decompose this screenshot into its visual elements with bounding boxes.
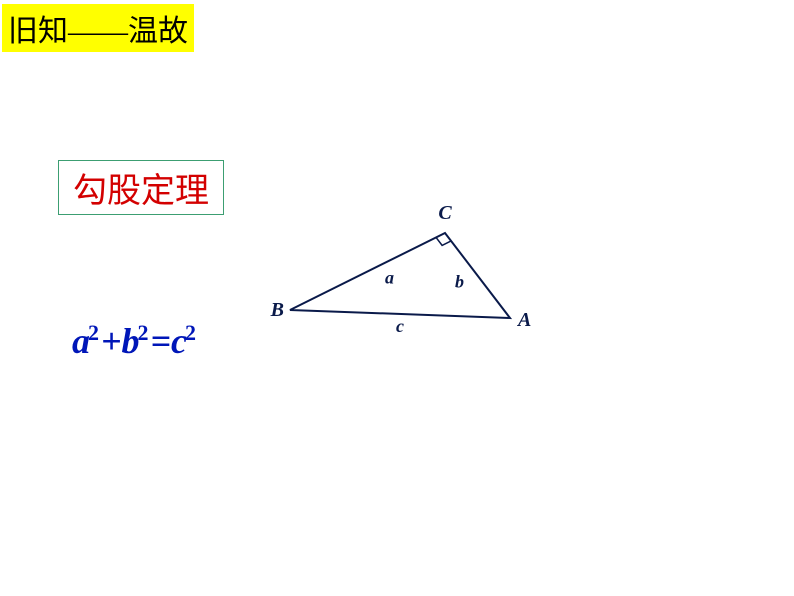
formula-exp2: 2 (138, 320, 149, 345)
formula-exp3: 2 (185, 320, 196, 345)
vertex-label-B: B (270, 299, 284, 321)
triangle-diagram: C B A a b c (280, 200, 540, 350)
vertex-label-A: A (516, 309, 531, 331)
formula-plus: + (101, 321, 122, 361)
formula-eq: = (151, 321, 172, 361)
triangle-svg: C B A a b c (280, 200, 540, 350)
header-badge: 旧知——温故 (2, 4, 194, 52)
pythagorean-formula: a2+b2=c2 (72, 320, 198, 362)
vertex-label-C: C (438, 202, 452, 224)
triangle-shape (290, 233, 510, 318)
side-label-b: b (455, 272, 464, 292)
formula-exp1: 2 (88, 320, 99, 345)
formula-b: b (122, 321, 140, 361)
theorem-title-box: 勾股定理 (58, 160, 224, 215)
side-label-a: a (385, 268, 394, 288)
side-label-c: c (396, 316, 404, 336)
